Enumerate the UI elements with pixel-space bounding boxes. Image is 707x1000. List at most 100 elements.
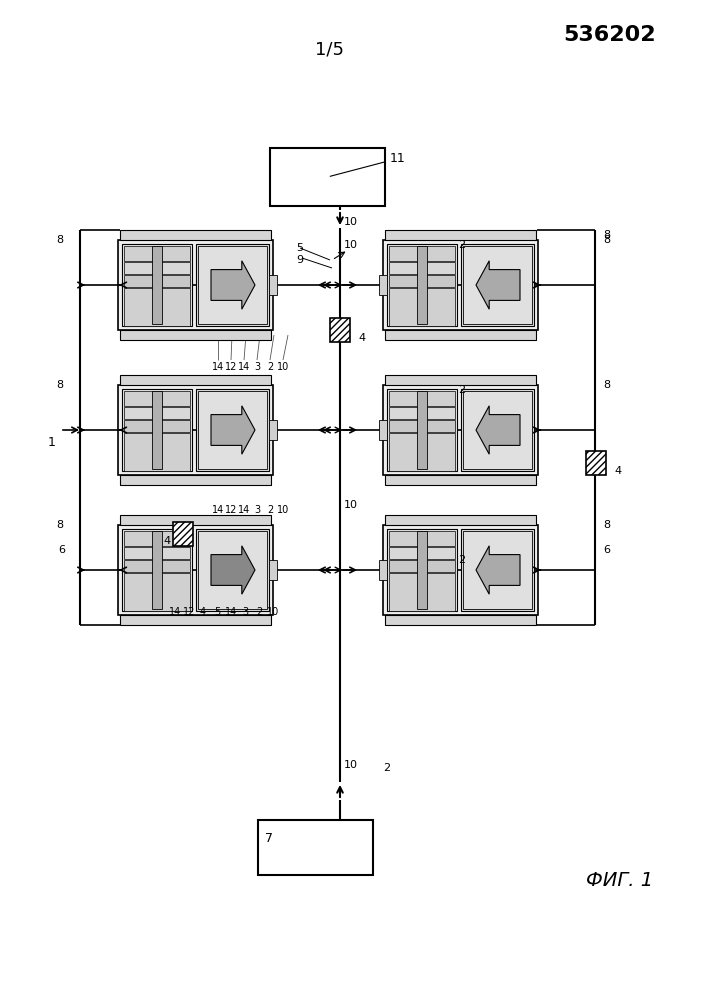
Bar [196, 529, 269, 611]
Text: 8: 8 [57, 380, 64, 390]
Bar [385, 330, 536, 340]
Bar [379, 275, 387, 295]
Text: ФИГ. 1: ФИГ. 1 [586, 870, 653, 890]
Text: 10: 10 [344, 500, 358, 510]
Text: 10: 10 [277, 362, 289, 372]
Bar [124, 547, 190, 559]
Bar [124, 275, 190, 287]
Text: 14: 14 [212, 362, 224, 372]
Text: 14: 14 [212, 505, 224, 515]
Bar [118, 385, 273, 475]
Bar [124, 420, 190, 432]
Text: 11: 11 [330, 152, 406, 176]
Text: 8: 8 [603, 230, 610, 240]
Text: 10: 10 [267, 607, 279, 617]
Text: 10: 10 [344, 217, 358, 227]
Bar [389, 391, 455, 406]
Bar [383, 385, 538, 475]
Bar [124, 262, 190, 274]
Bar [269, 275, 277, 295]
Text: 1/5: 1/5 [315, 41, 344, 59]
Bar [196, 389, 269, 471]
Text: 10: 10 [344, 760, 358, 770]
Bar [389, 246, 455, 261]
Bar [118, 525, 273, 615]
Text: 3: 3 [254, 362, 260, 372]
Bar [387, 389, 457, 471]
Text: 12: 12 [225, 505, 237, 515]
Bar [461, 389, 534, 471]
Text: 4: 4 [163, 536, 170, 546]
Bar [461, 244, 534, 326]
Bar [383, 525, 538, 615]
Text: 14: 14 [238, 362, 250, 372]
Text: 12: 12 [183, 607, 195, 617]
Bar [120, 230, 271, 240]
Bar [463, 246, 532, 324]
Text: 8: 8 [603, 235, 610, 245]
Text: 3: 3 [242, 607, 248, 617]
Bar [330, 318, 350, 342]
Bar [389, 262, 455, 274]
Bar [389, 288, 455, 326]
Text: 2: 2 [267, 505, 273, 515]
Bar [389, 560, 455, 572]
Text: 10: 10 [277, 505, 289, 515]
Bar [173, 522, 193, 546]
Bar [124, 573, 190, 611]
Bar [124, 407, 190, 419]
Bar [269, 560, 277, 580]
Bar [389, 407, 455, 419]
Bar [270, 148, 385, 206]
Text: 2: 2 [458, 555, 466, 565]
Bar [152, 531, 162, 609]
Text: 8: 8 [603, 380, 610, 390]
Text: 4: 4 [358, 333, 365, 343]
Text: 2: 2 [458, 240, 466, 250]
Polygon shape [476, 406, 520, 454]
Polygon shape [211, 546, 255, 594]
Bar [198, 531, 267, 609]
Bar [389, 275, 455, 287]
Text: 1: 1 [48, 436, 56, 449]
Text: 14: 14 [225, 607, 237, 617]
Polygon shape [476, 546, 520, 594]
Bar [379, 420, 387, 440]
Bar [463, 531, 532, 609]
Bar [463, 391, 532, 469]
Polygon shape [476, 261, 520, 309]
Bar [124, 433, 190, 471]
Bar [118, 240, 273, 330]
Bar [198, 391, 267, 469]
Text: 3: 3 [254, 505, 260, 515]
Text: 8: 8 [57, 520, 64, 530]
Polygon shape [211, 406, 255, 454]
Bar [152, 391, 162, 469]
Text: 5: 5 [214, 607, 220, 617]
Bar [124, 246, 190, 261]
Text: 6: 6 [58, 545, 65, 555]
Text: 9: 9 [296, 255, 303, 265]
Bar [389, 573, 455, 611]
Bar [417, 246, 427, 324]
Text: 10: 10 [344, 240, 358, 250]
Text: 2: 2 [256, 607, 262, 617]
Bar [152, 246, 162, 324]
Bar [122, 529, 192, 611]
Bar [385, 615, 536, 625]
Bar [122, 244, 192, 326]
Bar [389, 547, 455, 559]
Bar [385, 515, 536, 525]
Text: 8: 8 [603, 520, 610, 530]
Bar [269, 420, 277, 440]
Bar [417, 531, 427, 609]
Bar [389, 420, 455, 432]
Bar [122, 389, 192, 471]
Text: 6: 6 [603, 545, 610, 555]
Text: 12: 12 [225, 362, 237, 372]
Text: 5: 5 [296, 243, 303, 253]
Polygon shape [211, 261, 255, 309]
Bar [385, 230, 536, 240]
Text: 8: 8 [57, 235, 64, 245]
Bar [258, 820, 373, 875]
